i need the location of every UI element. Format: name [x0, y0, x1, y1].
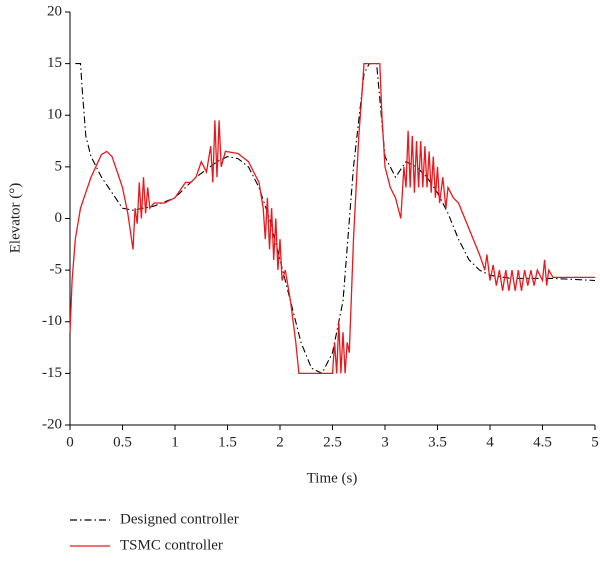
y-tick-label: -20: [42, 416, 62, 432]
y-tick-label: 15: [47, 55, 62, 71]
series-line: [75, 63, 596, 375]
y-tick-label: 0: [55, 210, 63, 226]
x-tick-label: 5: [591, 434, 599, 450]
x-tick-label: 3.5: [428, 434, 447, 450]
x-tick-label: 1.5: [218, 434, 237, 450]
x-tick-label: 2.5: [323, 434, 342, 450]
x-tick-label: 1: [171, 434, 179, 450]
legend-label: TSMC controller: [120, 537, 223, 553]
y-tick-label: 5: [55, 158, 63, 174]
legend-label: Designed controller: [120, 511, 239, 527]
y-tick-label: 20: [47, 3, 62, 19]
y-axis-label: Elevator (°): [7, 183, 23, 254]
y-tick-label: -15: [42, 365, 62, 381]
x-tick-label: 4: [486, 434, 494, 450]
x-tick-label: 0.5: [113, 434, 132, 450]
series-line: [69, 62, 595, 375]
y-tick-label: -10: [42, 313, 62, 329]
x-tick-label: 0: [66, 434, 74, 450]
y-tick-label: 10: [47, 107, 62, 123]
y-tick-label: -5: [50, 262, 63, 278]
x-tick-label: 4.5: [533, 434, 552, 450]
x-axis-label: Time (s): [307, 470, 358, 486]
x-tick-label: 3: [381, 434, 389, 450]
x-tick-label: 2: [276, 434, 284, 450]
